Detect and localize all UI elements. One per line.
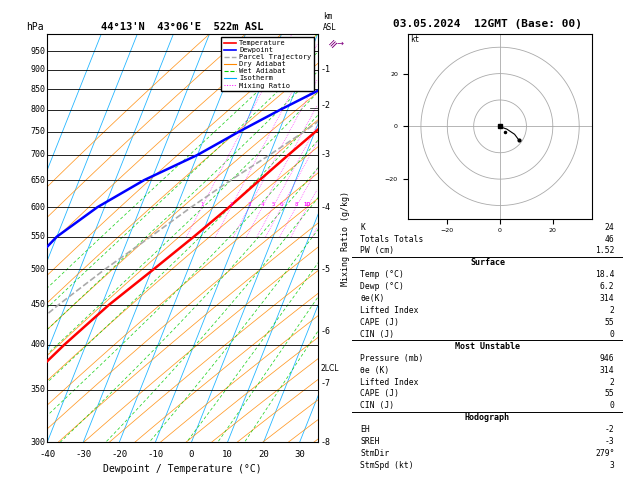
Text: 950: 950 — [30, 47, 45, 56]
Text: θe (K): θe (K) — [360, 365, 389, 375]
Text: 700: 700 — [30, 151, 45, 159]
Text: 03.05.2024  12GMT (Base: 00): 03.05.2024 12GMT (Base: 00) — [393, 19, 582, 29]
Text: 18.4: 18.4 — [595, 270, 615, 279]
Title: 44°13'N  43°06'E  522m ASL: 44°13'N 43°06'E 522m ASL — [101, 22, 264, 32]
Legend: Temperature, Dewpoint, Parcel Trajectory, Dry Adiabat, Wet Adiabat, Isotherm, Mi: Temperature, Dewpoint, Parcel Trajectory… — [221, 37, 314, 91]
Text: 2: 2 — [610, 306, 615, 315]
Text: Mixing Ratio (g/kg): Mixing Ratio (g/kg) — [342, 191, 350, 286]
Text: kt: kt — [410, 35, 420, 44]
Text: 10: 10 — [304, 202, 311, 207]
Text: Most Unstable: Most Unstable — [455, 342, 520, 351]
Text: 350: 350 — [30, 385, 45, 395]
Text: 1.52: 1.52 — [595, 246, 615, 256]
Text: -6: -6 — [321, 327, 331, 336]
Text: 850: 850 — [30, 85, 45, 94]
Text: -30: -30 — [75, 450, 91, 459]
Text: CIN (J): CIN (J) — [360, 330, 394, 339]
Text: 5: 5 — [271, 202, 275, 207]
Text: Lifted Index: Lifted Index — [360, 306, 419, 315]
Text: 400: 400 — [30, 340, 45, 349]
Text: 2LCL: 2LCL — [320, 364, 339, 373]
Text: hPa: hPa — [26, 21, 44, 32]
Text: Pressure (mb): Pressure (mb) — [360, 354, 424, 363]
Text: Surface: Surface — [470, 259, 505, 267]
Text: 279°: 279° — [595, 449, 615, 458]
Text: 946: 946 — [600, 354, 615, 363]
Text: EH: EH — [360, 425, 370, 434]
Text: -3: -3 — [321, 151, 331, 159]
Text: -8: -8 — [321, 438, 331, 447]
Text: 55: 55 — [605, 318, 615, 327]
Text: CAPE (J): CAPE (J) — [360, 318, 399, 327]
Text: ≡: ≡ — [326, 37, 340, 51]
Text: 6: 6 — [280, 202, 284, 207]
Text: →: → — [337, 39, 343, 48]
Text: -5: -5 — [321, 264, 331, 274]
Text: -4: -4 — [321, 203, 331, 212]
Text: 450: 450 — [30, 300, 45, 309]
Text: -10: -10 — [147, 450, 164, 459]
Text: 500: 500 — [30, 264, 45, 274]
Text: -2: -2 — [605, 425, 615, 434]
Text: 800: 800 — [30, 105, 45, 114]
Text: 6.2: 6.2 — [600, 282, 615, 291]
Text: SREH: SREH — [360, 437, 380, 446]
Text: -7: -7 — [321, 379, 331, 388]
Text: 24: 24 — [605, 223, 615, 232]
Text: 10: 10 — [304, 202, 311, 207]
Text: StmSpd (kt): StmSpd (kt) — [360, 461, 414, 470]
Text: 55: 55 — [605, 389, 615, 399]
Text: CIN (J): CIN (J) — [360, 401, 394, 410]
Text: 3: 3 — [610, 461, 615, 470]
Text: 1: 1 — [200, 202, 203, 207]
Text: CAPE (J): CAPE (J) — [360, 389, 399, 399]
Text: -3: -3 — [605, 437, 615, 446]
Text: 20: 20 — [258, 450, 269, 459]
Text: 550: 550 — [30, 232, 45, 241]
Text: 3: 3 — [247, 202, 251, 207]
Text: 2: 2 — [610, 378, 615, 386]
Text: 4: 4 — [260, 202, 264, 207]
Text: StmDir: StmDir — [360, 449, 389, 458]
Text: 46: 46 — [605, 235, 615, 243]
Text: 600: 600 — [30, 203, 45, 212]
Text: 10: 10 — [222, 450, 233, 459]
Text: 0: 0 — [610, 401, 615, 410]
Text: 0: 0 — [610, 330, 615, 339]
Text: Lifted Index: Lifted Index — [360, 378, 419, 386]
Text: 900: 900 — [30, 65, 45, 74]
Text: 0: 0 — [189, 450, 194, 459]
Text: 750: 750 — [30, 127, 45, 136]
Text: -1: -1 — [321, 65, 331, 74]
Text: 650: 650 — [30, 175, 45, 185]
Text: 314: 314 — [600, 365, 615, 375]
Text: Hodograph: Hodograph — [465, 413, 510, 422]
Text: 2: 2 — [229, 202, 233, 207]
Text: Temp (°C): Temp (°C) — [360, 270, 404, 279]
Text: -40: -40 — [39, 450, 55, 459]
Text: -20: -20 — [111, 450, 127, 459]
Text: Dewpoint / Temperature (°C): Dewpoint / Temperature (°C) — [103, 464, 262, 474]
Text: -2: -2 — [321, 101, 331, 110]
Text: θe(K): θe(K) — [360, 294, 385, 303]
Text: 300: 300 — [30, 438, 45, 447]
Text: PW (cm): PW (cm) — [360, 246, 394, 256]
Text: Dewp (°C): Dewp (°C) — [360, 282, 404, 291]
Text: km
ASL: km ASL — [323, 12, 337, 32]
Text: 314: 314 — [600, 294, 615, 303]
Text: K: K — [360, 223, 365, 232]
Text: 8: 8 — [294, 202, 298, 207]
Text: 30: 30 — [294, 450, 305, 459]
Text: Totals Totals: Totals Totals — [360, 235, 424, 243]
